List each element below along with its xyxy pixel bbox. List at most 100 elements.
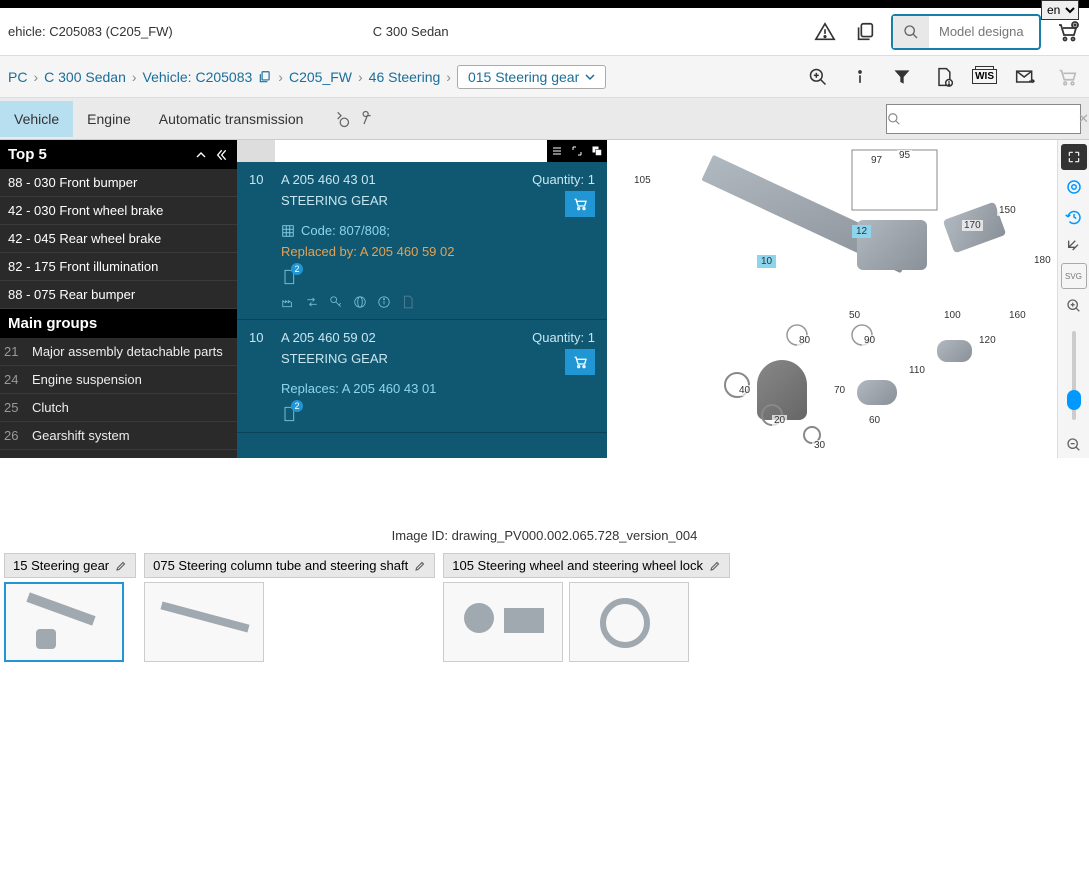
key-icon[interactable] <box>329 295 343 309</box>
bc-dropdown[interactable]: 015 Steering gear <box>457 65 606 89</box>
tab-engine[interactable]: Engine <box>73 101 145 137</box>
diagram-svg <box>607 140 1057 458</box>
link-icon[interactable] <box>353 295 367 309</box>
add-to-cart-button[interactable] <box>565 349 595 375</box>
callout-label[interactable]: 97 <box>869 155 884 166</box>
thumb-label[interactable]: 105 Steering wheel and steering wheel lo… <box>443 553 730 578</box>
bc-dropdown-label: 015 Steering gear <box>468 69 579 85</box>
clear-icon[interactable]: ✕ <box>1078 111 1089 127</box>
svg-icon[interactable]: SVG <box>1061 263 1087 289</box>
callout-label[interactable]: 180 <box>1032 255 1053 266</box>
fullscreen-icon[interactable] <box>1061 144 1087 170</box>
callout-label[interactable]: 30 <box>812 440 827 451</box>
bc-pc[interactable]: PC <box>8 69 27 85</box>
part-card[interactable]: 10 A 205 460 59 02 Quantity: 1 STEERING … <box>237 320 607 433</box>
thumb-label[interactable]: 075 Steering column tube and steering sh… <box>144 553 435 578</box>
thumbnail[interactable] <box>144 582 264 662</box>
crop-icon[interactable] <box>1061 233 1087 259</box>
top5-item[interactable]: 42 - 045 Rear wheel brake <box>0 225 237 253</box>
callout-label[interactable]: 40 <box>737 385 752 396</box>
parts-header-box <box>237 140 275 162</box>
model-label: C 300 Sedan <box>373 24 449 39</box>
top5-item[interactable]: 82 - 175 Front illumination <box>0 253 237 281</box>
callout-label[interactable]: 80 <box>797 335 812 346</box>
group-item[interactable]: 26Gearshift system <box>0 422 237 450</box>
callout-label[interactable]: 10 <box>757 255 776 268</box>
sidebar: Top 5 88 - 030 Front bumper 42 - 030 Fro… <box>0 140 237 458</box>
search-icon[interactable] <box>887 105 901 133</box>
group-item[interactable]: 25Clutch <box>0 394 237 422</box>
target-icon[interactable] <box>1061 174 1087 200</box>
bc-model[interactable]: C 300 Sedan <box>44 69 126 85</box>
copy-icon[interactable] <box>851 18 879 46</box>
main-groups-label: Main groups <box>8 315 97 332</box>
callout-label[interactable]: 105 <box>632 175 653 186</box>
mini-search-input[interactable] <box>901 111 1078 126</box>
factory-icon[interactable] <box>281 295 295 309</box>
callout-label[interactable]: 90 <box>862 335 877 346</box>
callout-label[interactable]: 70 <box>832 385 847 396</box>
zoom-in-icon[interactable] <box>804 63 832 91</box>
doc-alert-icon[interactable] <box>930 63 958 91</box>
zoom-slider[interactable] <box>1072 331 1076 420</box>
callout-label[interactable]: 95 <box>897 150 912 161</box>
swap-icon[interactable] <box>305 295 319 309</box>
callout-label[interactable]: 20 <box>772 415 787 426</box>
collapse-icon[interactable] <box>213 147 229 163</box>
callout-label[interactable]: 150 <box>997 205 1018 216</box>
list-icon[interactable] <box>551 145 563 157</box>
bc-steering[interactable]: 46 Steering <box>369 69 441 85</box>
part-number: A 205 460 43 01 <box>281 172 376 187</box>
top5-item[interactable]: 88 - 030 Front bumper <box>0 169 237 197</box>
tab-transmission[interactable]: Automatic transmission <box>145 101 318 137</box>
tab-vehicle[interactable]: Vehicle <box>0 101 73 137</box>
info-circle-icon[interactable] <box>377 295 391 309</box>
main-groups-header: Main groups <box>0 309 237 338</box>
thumb-label[interactable]: 15 Steering gear <box>4 553 136 578</box>
filter-icon[interactable] <box>888 63 916 91</box>
top5-item[interactable]: 42 - 030 Front wheel brake <box>0 197 237 225</box>
doc-badge-icon[interactable] <box>281 406 297 422</box>
top5-item[interactable]: 88 - 075 Rear bumper <box>0 281 237 309</box>
history-icon[interactable] <box>1061 204 1087 230</box>
diagram-view[interactable]: 95 97 105 10 12 150 170 180 50 160 100 80 90 120 110 40… <box>607 140 1057 458</box>
callout-label[interactable]: 60 <box>867 415 882 426</box>
callout-label[interactable]: 12 <box>852 225 871 238</box>
doc-badge-icon[interactable] <box>281 269 297 285</box>
add-to-cart-button[interactable] <box>565 191 595 217</box>
copy-small-icon[interactable] <box>258 70 272 84</box>
info-icon[interactable] <box>846 63 874 91</box>
tab-tool-icon-2[interactable] <box>355 105 383 133</box>
layers-icon[interactable] <box>591 145 603 157</box>
cart-add-icon[interactable] <box>1053 18 1081 46</box>
callout-label[interactable]: 170 <box>962 220 983 231</box>
expand-icon[interactable] <box>571 145 583 157</box>
bc-fw[interactable]: C205_FW <box>289 69 352 85</box>
bc-vehicle[interactable]: Vehicle: C205083 <box>143 69 253 85</box>
callout-label[interactable]: 120 <box>977 335 998 346</box>
warning-icon[interactable] <box>811 18 839 46</box>
part-position: 10 <box>249 330 281 345</box>
group-item[interactable]: 21Major assembly detachable parts <box>0 338 237 366</box>
thumb-group: 075 Steering column tube and steering sh… <box>144 553 435 662</box>
callout-label[interactable]: 160 <box>1007 310 1028 321</box>
callout-label[interactable]: 50 <box>847 310 862 321</box>
thumbnail[interactable] <box>569 582 689 662</box>
parts-header-search[interactable] <box>275 140 547 162</box>
tab-tool-icon-1[interactable] <box>327 105 355 133</box>
zoom-out-tool-icon[interactable] <box>1061 432 1087 458</box>
model-search-input[interactable] <box>929 18 1039 45</box>
search-icon[interactable] <box>893 16 929 48</box>
language-select[interactable]: en <box>1041 0 1079 20</box>
part-card[interactable]: 10 A 205 460 43 01 Quantity: 1 STEERING … <box>237 162 607 320</box>
mail-icon[interactable] <box>1011 63 1039 91</box>
callout-label[interactable]: 110 <box>907 365 927 376</box>
thumbnail[interactable] <box>443 582 563 662</box>
thumbnail[interactable] <box>4 582 124 662</box>
zoom-in-tool-icon[interactable] <box>1061 293 1087 319</box>
toolbar-right: WIS <box>804 63 1081 91</box>
wis-icon[interactable]: WIS <box>972 69 997 84</box>
callout-label[interactable]: 100 <box>942 310 963 321</box>
group-item[interactable]: 24Engine suspension <box>0 366 237 394</box>
chevron-up-icon[interactable] <box>193 147 209 163</box>
